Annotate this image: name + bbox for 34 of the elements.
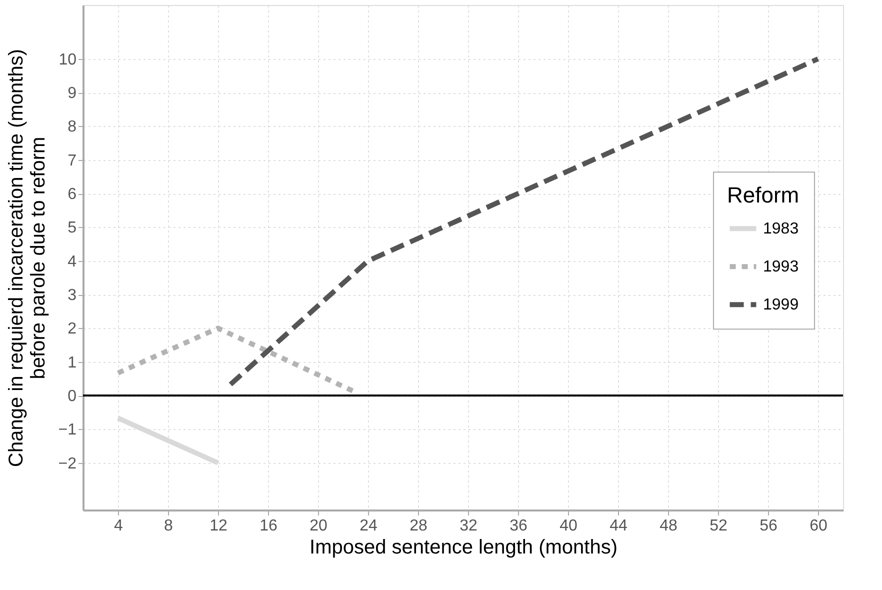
legend-label: 1983: [763, 220, 799, 238]
x-tick-label: 20: [310, 518, 328, 534]
legend-title: Reform: [727, 182, 800, 208]
y-tick-label: 8: [68, 118, 77, 136]
x-tick-label: 32: [460, 518, 478, 534]
x-tick-label: 16: [260, 518, 278, 534]
x-tick-label: 56: [760, 518, 778, 534]
x-tick-label: 40: [560, 518, 578, 534]
x-tick-label: 36: [510, 518, 528, 534]
y-tick-label: 2: [68, 320, 77, 338]
x-tick-label: 24: [360, 518, 378, 534]
x-axis-title: Imposed sentence length (months): [310, 536, 618, 558]
x-tick-label: 28: [410, 518, 428, 534]
y-tick-label: 10: [58, 51, 77, 68]
x-tick-label: 52: [710, 518, 728, 534]
y-tick-label: 9: [68, 85, 77, 102]
y-tick-label: 3: [68, 287, 77, 304]
legend-label: 1999: [763, 296, 799, 314]
x-tick-label: 8: [164, 518, 174, 534]
y-tick-label: 7: [68, 152, 77, 170]
y-tick-label: 1: [68, 354, 77, 372]
x-tick-label: 48: [660, 518, 678, 534]
y-tick-label: −1: [58, 422, 77, 439]
y-tick-label: 6: [68, 186, 77, 204]
x-tick-label: 4: [114, 518, 124, 534]
y-tick-label: −2: [58, 455, 77, 472]
y-tick-label: 5: [68, 220, 77, 237]
y-tick-label: 4: [68, 253, 77, 270]
x-tick-label: 12: [210, 518, 228, 534]
x-tick-label: 44: [610, 518, 628, 534]
x-tick-label: 60: [810, 518, 828, 534]
legend-label: 1993: [763, 258, 799, 276]
y-axis-title: Change in requierd incarceration time (months) before parole due to reform: [5, 49, 50, 467]
y-tick-label: 0: [68, 388, 77, 406]
